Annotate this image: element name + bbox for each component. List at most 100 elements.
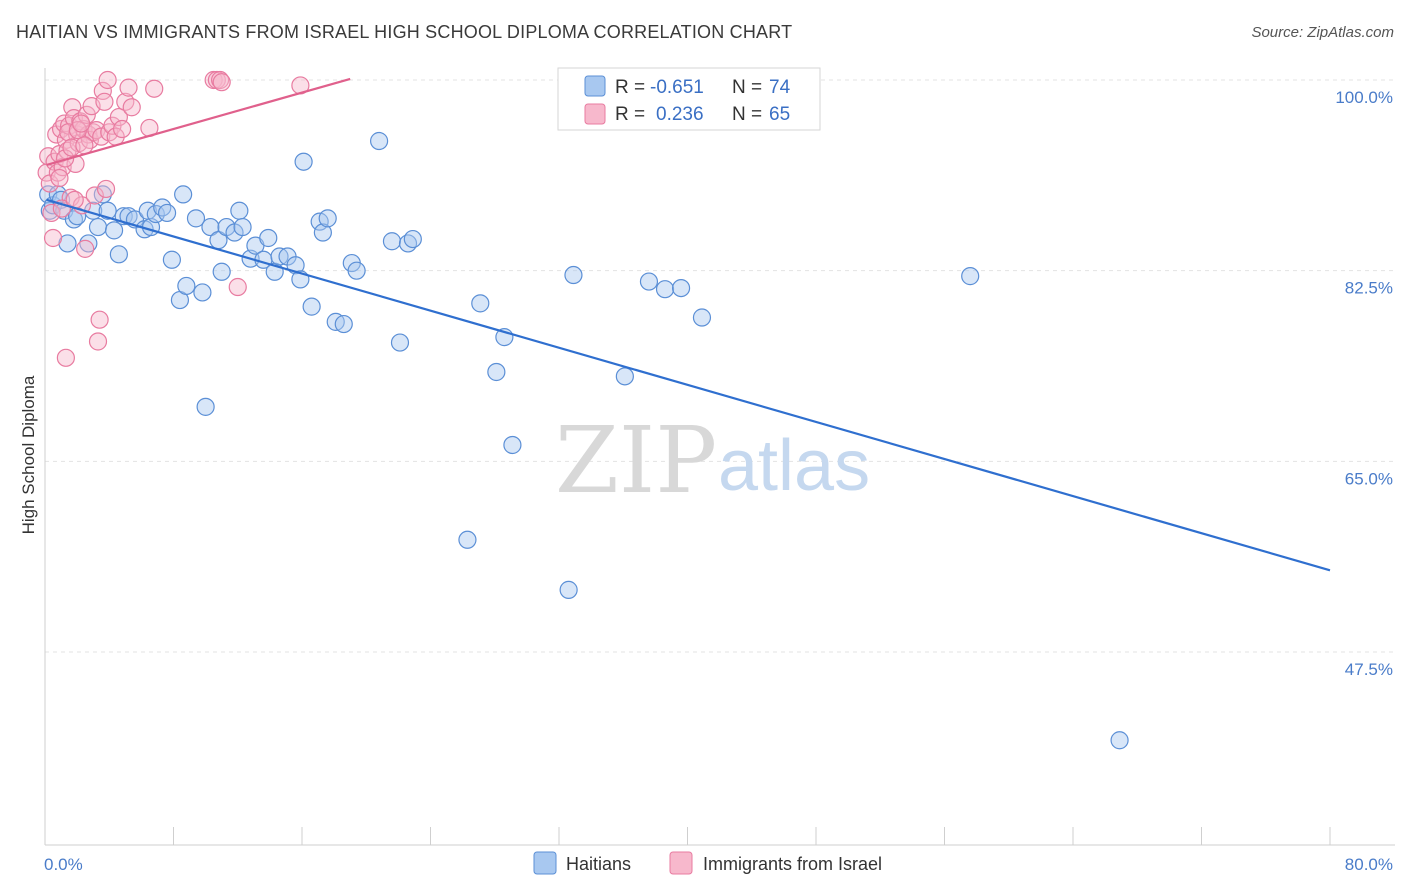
point-haitians — [1110, 731, 1129, 750]
point-haitians — [390, 333, 410, 352]
point-haitians — [471, 294, 490, 313]
legend-r-value-haitians: -0.651 — [650, 77, 704, 98]
point-haitians — [233, 217, 252, 237]
point-haitians — [64, 210, 84, 229]
watermark: ZIP atlas — [555, 407, 870, 514]
y-axis-label: High School Diploma — [19, 375, 38, 534]
point-haitians — [193, 283, 212, 302]
point-israel — [50, 168, 69, 188]
trend-line-israel — [46, 77, 351, 167]
point-haitians — [347, 261, 366, 280]
point-haitians — [109, 245, 128, 264]
x-tick-labels: 0.0% 80.0% — [44, 855, 1393, 874]
legend-r-label: R = — [615, 77, 645, 98]
legend-r-label: R = — [615, 104, 645, 125]
point-israel — [52, 199, 71, 218]
legend-r-value-israel: 0.236 — [656, 104, 704, 125]
point-israel — [95, 92, 114, 111]
legend-swatch-haitians — [584, 75, 606, 97]
point-israel — [96, 179, 116, 199]
legend-n-label: N = — [732, 104, 762, 125]
point-haitians — [212, 262, 231, 281]
point-israel — [43, 228, 63, 248]
point-israel — [212, 73, 231, 92]
point-israel — [76, 239, 95, 258]
y-tick-label: 82.5% — [1345, 279, 1393, 298]
y-tick-label: 65.0% — [1345, 469, 1393, 488]
point-haitians — [153, 198, 172, 217]
watermark-zip: ZIP — [555, 407, 717, 514]
point-haitians — [458, 530, 477, 549]
y-tick-label: 47.5% — [1345, 660, 1393, 679]
point-haitians — [655, 280, 675, 299]
point-haitians — [487, 362, 506, 382]
legend-swatch-haitians — [533, 851, 557, 875]
data-points — [37, 70, 1129, 750]
legend-n-label: N = — [732, 77, 762, 98]
series-legend: Haitians Immigrants from Israel — [533, 851, 882, 875]
point-israel — [88, 332, 108, 351]
point-haitians — [104, 221, 124, 240]
point-haitians — [382, 232, 402, 251]
legend-n-value-haitians: 74 — [769, 77, 791, 98]
point-haitians — [615, 367, 634, 386]
point-haitians — [313, 223, 332, 242]
point-israel — [145, 79, 164, 98]
x-tick-label: 80.0% — [1345, 855, 1393, 874]
point-haitians — [88, 217, 108, 237]
gridlines — [45, 79, 1395, 653]
x-tick-label: 0.0% — [44, 855, 83, 874]
point-haitians — [157, 203, 177, 223]
point-israel — [85, 186, 104, 205]
point-israel — [72, 114, 91, 133]
point-haitians — [294, 152, 313, 171]
point-haitians — [403, 229, 422, 249]
chart-title: HAITIAN VS IMMIGRANTS FROM ISRAEL HIGH S… — [16, 22, 793, 42]
point-haitians — [692, 308, 712, 327]
point-haitians — [302, 297, 321, 316]
point-haitians — [162, 250, 181, 269]
legend-label-haitians: Haitians — [566, 854, 631, 874]
watermark-atlas: atlas — [718, 426, 870, 506]
point-israel — [42, 203, 61, 223]
point-haitians — [201, 217, 220, 237]
point-haitians — [318, 209, 337, 228]
legend-label-israel: Immigrants from Israel — [703, 854, 882, 874]
y-tick-label: 100.0% — [1335, 88, 1393, 107]
point-haitians — [559, 580, 578, 599]
point-haitians — [639, 272, 659, 291]
legend-swatch-israel — [669, 851, 693, 875]
legend-swatch-israel — [584, 103, 606, 125]
point-israel — [77, 105, 96, 124]
point-haitians — [671, 278, 691, 298]
chart-source: Source: ZipAtlas.com — [1251, 24, 1394, 41]
point-haitians — [961, 267, 980, 286]
point-haitians — [186, 209, 206, 228]
point-haitians — [503, 435, 522, 455]
trend-lines — [46, 77, 1331, 572]
point-haitians — [564, 265, 583, 285]
point-haitians — [177, 276, 196, 296]
point-haitians — [334, 314, 353, 334]
point-haitians — [196, 397, 215, 416]
point-haitians — [259, 228, 278, 248]
y-tick-labels: 100.0% 82.5% 65.0% 47.5% — [1335, 88, 1393, 679]
point-israel — [109, 107, 128, 127]
point-israel — [98, 70, 117, 90]
correlation-legend: R = -0.651 N = 74 R = 0.236 N = 65 — [557, 67, 821, 131]
point-israel — [122, 98, 141, 117]
point-haitians — [174, 185, 193, 204]
point-israel — [75, 136, 94, 155]
point-israel — [90, 310, 109, 329]
point-israel — [56, 348, 75, 367]
point-haitians — [79, 234, 98, 253]
point-israel — [112, 119, 132, 139]
point-israel — [119, 78, 138, 97]
point-haitians — [370, 131, 389, 151]
point-haitians — [98, 201, 117, 220]
axes — [44, 68, 1395, 846]
legend-n-value-israel: 65 — [769, 104, 790, 125]
trend-line-haitians — [46, 198, 1331, 572]
point-israel — [228, 277, 247, 297]
